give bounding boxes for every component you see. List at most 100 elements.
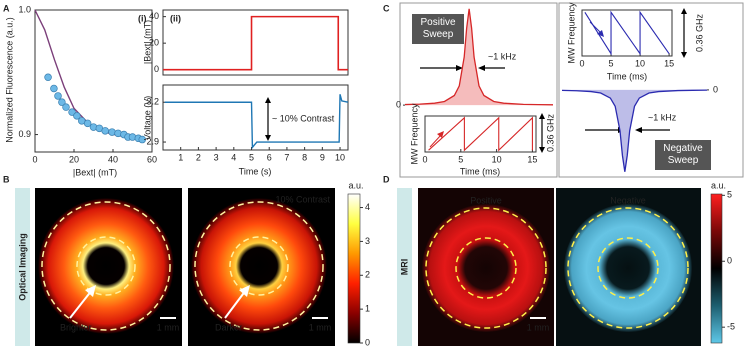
point	[54, 92, 62, 100]
y-tick-label: 40	[149, 11, 159, 21]
x-tick-label: 10	[635, 58, 645, 68]
y-tick-label: 2.9	[146, 136, 159, 146]
panel-label: B	[3, 174, 10, 184]
point	[108, 128, 116, 136]
x-tick-label: 15	[664, 58, 674, 68]
point	[50, 84, 58, 93]
panel-frame	[558, 2, 744, 178]
plot-frame	[581, 9, 673, 57]
colorbar	[710, 193, 723, 344]
point	[73, 112, 81, 120]
annotation: 0.36 GHz	[545, 113, 555, 152]
scale-bar-label: 1 mm	[527, 322, 550, 332]
x-axis-label: Time (ms)	[460, 166, 500, 176]
image-label: Darker	[215, 322, 242, 332]
x-tick-label: 6	[267, 152, 272, 162]
x-tick-label: 4	[231, 152, 236, 162]
x-tick-label: 0	[579, 58, 584, 68]
x-tick-label: 5	[458, 154, 463, 164]
y-axis-label: MW Frequency	[566, 2, 576, 64]
side-bar	[15, 188, 30, 346]
panel-sublabel: (i)	[138, 13, 147, 23]
point	[44, 73, 52, 82]
x-tick-label: 20	[69, 154, 79, 164]
x-tick-label: 9	[320, 152, 325, 162]
y-tick-label: 1.0	[18, 4, 31, 14]
dashed-circles	[425, 207, 689, 329]
scale-bar-label: 1 mm	[157, 322, 180, 332]
colorbar-tick-label: 1	[365, 304, 370, 314]
panel-sublabel: (ii)	[170, 13, 181, 23]
x-tick-label: 3	[214, 152, 219, 162]
image-title: Positive	[470, 195, 502, 205]
annotation: ~ 10% Contrast	[272, 113, 335, 123]
colorbar-label: a.u.	[348, 180, 363, 190]
x-tick-label: 2	[196, 152, 201, 162]
y-tick-label: 0.9	[18, 129, 31, 139]
x-tick-label: 5	[249, 152, 254, 162]
panel-label: D	[383, 174, 390, 184]
plot-frame	[34, 9, 153, 153]
x-tick-label: 1	[178, 152, 183, 162]
annotation: 0.36 GHz	[694, 13, 704, 52]
colorbar-tick-label: 5	[727, 190, 732, 200]
x-tick-label: 7	[284, 152, 289, 162]
y-axis-label: MW Frequency	[409, 103, 419, 165]
sweep-arrow	[429, 131, 444, 148]
y-tick-label: 3.2	[146, 97, 159, 107]
x-tick-label: 5	[609, 58, 614, 68]
x-tick-label: 0	[422, 154, 427, 164]
ring	[564, 204, 692, 332]
colorbar-tick-label: 3	[365, 236, 370, 246]
y-axis-label: |Bext| (mT)	[142, 20, 152, 64]
point	[101, 127, 109, 135]
image-label: Brighter	[60, 322, 92, 332]
y-tick-label: 0	[154, 64, 159, 74]
dashed-circles	[41, 201, 324, 331]
x-axis-label: |Bext| (mT)	[73, 167, 117, 177]
annotation: ~1 kHz	[648, 112, 677, 122]
x-tick-label: 8	[302, 152, 307, 162]
image-label: 10% Contrast	[275, 194, 330, 204]
point	[68, 108, 76, 116]
colorbar-tick-label: -5	[727, 322, 735, 332]
panel-frame	[399, 2, 558, 178]
y-axis-label: Normalized Fluorescence (a.u.)	[4, 17, 14, 143]
colorbar-tick-label: 4	[365, 202, 370, 212]
colorbar	[347, 193, 361, 344]
x-tick-label: 10	[492, 154, 502, 164]
line	[163, 15, 348, 71]
x-tick-label: 15	[527, 154, 537, 164]
y-tick-label: 20	[149, 38, 159, 48]
colorbar-tick-label: 0	[365, 337, 370, 347]
line	[404, 8, 554, 106]
plot-frame	[162, 84, 349, 151]
point	[138, 135, 147, 144]
side-bar	[397, 188, 412, 346]
colorbar-tick-label: 2	[365, 270, 370, 280]
line	[561, 89, 708, 172]
y-tick-label: 0	[396, 99, 401, 109]
x-tick-label: 10	[335, 152, 345, 162]
point	[62, 103, 70, 111]
line	[164, 94, 349, 150]
arrows	[69, 285, 328, 319]
scale-bar-label: 1 mm	[309, 322, 332, 332]
panel-label: A	[3, 3, 10, 13]
sweep-label: Negative Sweep	[655, 140, 711, 170]
side-label: MRI	[399, 259, 409, 276]
ring	[422, 204, 550, 332]
x-axis-label: Time (ms)	[607, 71, 647, 81]
ring	[191, 198, 327, 334]
point	[83, 119, 92, 128]
line	[584, 10, 670, 56]
ring	[38, 198, 174, 334]
plot-frame	[162, 9, 349, 76]
y-axis-label: Voltage (V)	[142, 96, 152, 141]
colorbar-tick-label: 0	[727, 256, 732, 266]
sweep-label: Positive Sweep	[412, 14, 464, 44]
plot-frame	[424, 115, 537, 153]
y-tick-label: 0	[713, 84, 718, 94]
